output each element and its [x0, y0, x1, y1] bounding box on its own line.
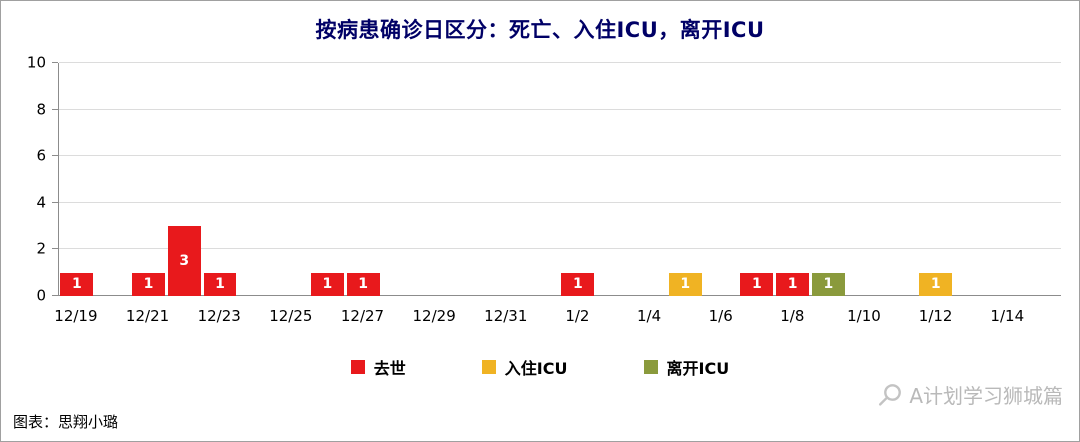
x-tick-label: 12/19 — [54, 307, 98, 325]
bar-icu-in-1-12: 1 — [919, 272, 953, 296]
source-credit: 图表：思翔小璐 — [13, 413, 119, 431]
x-tick-label: 1/14 — [990, 307, 1025, 325]
bar-deaths-12-21: 1 — [132, 272, 165, 296]
gridline-10 — [59, 62, 1061, 63]
y-tick — [52, 201, 58, 203]
bar-deaths-12-23: 1 — [203, 272, 237, 296]
y-tick-label: 6 — [36, 146, 46, 165]
legend-item-deaths: 去世 — [350, 355, 406, 379]
bar-value-label: 1 — [573, 276, 583, 293]
bar-value-label: 1 — [72, 276, 82, 293]
legend-swatch — [643, 360, 658, 374]
bar-deaths-1-2: 1 — [561, 272, 595, 296]
bar-value-label: 1 — [143, 276, 154, 293]
legend-label: 入住ICU — [504, 359, 568, 378]
x-tick-label: 12/31 — [484, 307, 528, 325]
x-tick-label: 1/12 — [918, 307, 953, 325]
bar-value-label: 1 — [680, 276, 691, 293]
x-tick-label: 1/10 — [847, 307, 881, 325]
x-tick-label: 12/21 — [125, 307, 170, 325]
x-tick-label: 12/27 — [340, 307, 385, 325]
legend-swatch — [350, 360, 365, 374]
bar-value-label: 1 — [358, 276, 369, 293]
bar-deaths-12-26: 1 — [310, 272, 344, 296]
bar-value-label: 1 — [823, 276, 834, 293]
y-tick-label: 8 — [36, 100, 46, 119]
bar-icu-out-1-9: 1 — [811, 272, 845, 296]
y-tick-label: 2 — [36, 239, 46, 258]
x-tick-label: 12/29 — [412, 307, 456, 325]
x-tick-label: 1/8 — [780, 307, 805, 325]
gridline-8 — [59, 108, 1061, 110]
bar-value-label: 1 — [787, 276, 798, 293]
y-tick-label: 10 — [26, 53, 46, 72]
y-tick-label: 4 — [36, 193, 46, 212]
x-tick-label: 1/4 — [636, 307, 662, 325]
x-tick-label: 1/6 — [708, 307, 733, 325]
legend-item-icu-out: 离开ICU — [643, 355, 730, 379]
bar-deaths-12-27: 1 — [346, 272, 380, 296]
bar-value-label: 3 — [179, 253, 190, 270]
y-tick — [52, 295, 58, 296]
y-tick — [52, 248, 58, 250]
y-tick — [52, 108, 58, 110]
y-tick — [52, 62, 58, 63]
x-tick-label: 12/25 — [269, 307, 313, 325]
magnifier-icon — [879, 383, 902, 406]
plot-area: 0 2 4 6 8 10 1 1 3 1 1 1 1 1 1 1 1 1 — [27, 55, 1061, 303]
gridline-2 — [59, 248, 1061, 250]
bar-deaths-1-8: 1 — [776, 272, 810, 296]
x-tick-label: 1/2 — [565, 307, 590, 325]
legend-label: 离开ICU — [666, 359, 730, 378]
gridline-6 — [59, 155, 1061, 157]
bar-deaths-12-19: 1 — [60, 272, 94, 296]
gridline-0 — [59, 295, 1061, 296]
legend-item-icu-in: 入住ICU — [481, 355, 568, 379]
gridline-4 — [59, 201, 1061, 203]
x-tick-label: 12/23 — [197, 307, 241, 325]
legend: 去世 入住ICU 离开ICU — [1, 355, 1079, 379]
bar-deaths-1-7: 1 — [740, 272, 774, 296]
bar-value-label: 1 — [322, 276, 333, 293]
watermark: A计划学习狮城篇 — [877, 380, 1063, 409]
y-tick — [52, 155, 58, 157]
bar-value-label: 1 — [751, 276, 762, 293]
x-axis: 12/19 12/21 12/23 12/25 12/27 12/29 12/31 1/2 1/… — [54, 307, 1061, 329]
watermark-text: A计划学习狮城篇 — [909, 384, 1063, 408]
bar-value-label: 1 — [215, 276, 225, 293]
chart-title: 按病患确诊日区分：死亡、入住ICU，离开ICU — [315, 18, 765, 42]
bar-icu-in-1-5: 1 — [668, 272, 702, 296]
legend-label: 去世 — [373, 359, 406, 378]
legend-swatch — [481, 360, 496, 374]
bar-deaths-12-22: 3 — [167, 226, 201, 296]
bar-value-label: 1 — [930, 276, 941, 293]
y-tick-label: 0 — [36, 286, 46, 305]
